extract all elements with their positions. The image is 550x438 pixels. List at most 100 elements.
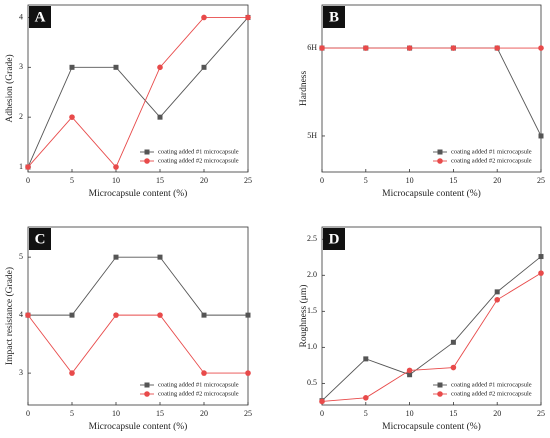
x-tick-label: 20 (493, 409, 501, 418)
x-axis-label: Microcapsule content (%) (382, 421, 481, 432)
marker (157, 312, 163, 318)
y-axis-label: Roughness (μm) (298, 285, 309, 348)
x-tick-label: 25 (537, 409, 545, 418)
x-tick-label: 25 (537, 176, 545, 185)
marker (406, 367, 413, 374)
legend-label: coating added #2 microcapsule (158, 157, 239, 164)
marker (157, 254, 163, 260)
legend-marker (144, 158, 150, 164)
marker (113, 312, 119, 318)
marker (494, 296, 501, 303)
legend-label: coating added #1 microcapsule (158, 381, 239, 388)
marker (201, 64, 207, 70)
y-axis-label: Impact resistance (Grade) (4, 267, 15, 365)
panel-label: D (329, 231, 340, 247)
series-line (27, 17, 249, 168)
marker (494, 45, 501, 51)
panel-label: C (35, 231, 46, 247)
x-tick-label: 0 (320, 409, 324, 418)
x-axis-label: Microcapsule content (%) (382, 188, 481, 199)
marker (319, 398, 325, 405)
marker (113, 164, 119, 170)
marker (494, 289, 500, 295)
marker (245, 312, 251, 318)
x-tick-label: 20 (200, 176, 208, 185)
x-tick-label: 20 (493, 176, 501, 185)
marker (69, 64, 75, 70)
x-tick-label: 10 (406, 176, 414, 185)
series-line (27, 17, 248, 168)
marker (201, 370, 207, 376)
y-tick-label: 0.5 (307, 378, 317, 387)
x-tick-label: 0 (26, 176, 30, 185)
marker (113, 254, 119, 260)
y-tick-label: 1.5 (307, 306, 317, 315)
y-tick-label: 3 (19, 62, 23, 71)
legend-label: coating added #1 microcapsule (451, 148, 532, 155)
panel-label-box (323, 228, 345, 250)
plot-frame (321, 226, 542, 406)
x-tick-label: 10 (406, 409, 414, 418)
x-axis-label: Microcapsule content (%) (89, 421, 188, 432)
marker (25, 164, 31, 170)
marker (450, 364, 457, 371)
legend-label: coating added #2 microcapsule (451, 157, 532, 164)
marker (157, 114, 163, 120)
x-axis-label: Microcapsule content (%) (89, 188, 188, 199)
marker (319, 45, 325, 51)
y-tick-label: 3 (19, 368, 23, 377)
y-tick-label: 5H (307, 131, 317, 140)
x-tick-label: 15 (156, 409, 164, 418)
legend-label: coating added #1 microcapsule (158, 148, 239, 155)
x-tick-label: 15 (449, 409, 457, 418)
plot-frame (321, 4, 542, 173)
legend-marker (144, 382, 150, 388)
y-axis-label: Adhesion (Grade) (4, 54, 15, 122)
marker (407, 372, 413, 378)
series-line (321, 256, 542, 402)
series-line (322, 47, 542, 137)
x-tick-label: 0 (320, 176, 324, 185)
x-tick-label: 15 (156, 176, 164, 185)
y-tick-label: 2.0 (307, 270, 317, 279)
marker (538, 270, 544, 276)
y-tick-label: 1 (19, 162, 23, 171)
marker (538, 45, 544, 51)
plot-frame (27, 226, 249, 406)
x-tick-label: 5 (70, 409, 74, 418)
x-tick-label: 5 (364, 409, 368, 418)
marker (363, 45, 369, 51)
panel-label: A (35, 9, 46, 25)
marker (201, 312, 207, 318)
y-tick-label: 1.0 (307, 342, 317, 351)
legend-label: coating added #1 microcapsule (451, 381, 532, 388)
legend-label: coating added #2 microcapsule (158, 390, 239, 397)
legend-marker (437, 382, 443, 388)
marker (450, 339, 456, 345)
marker (538, 254, 544, 260)
panel-label: B (329, 9, 339, 25)
marker (201, 14, 207, 21)
y-axis-label: Hardness (299, 71, 309, 107)
legend-marker (437, 391, 443, 397)
marker (406, 45, 413, 51)
legend-marker (144, 149, 150, 155)
panel-label-box (29, 228, 51, 250)
series-line (321, 272, 542, 402)
legend-label: coating added #2 microcapsule (451, 390, 532, 397)
legend-marker (144, 391, 150, 397)
y-tick-label: 2 (19, 112, 23, 121)
marker (157, 64, 163, 71)
marker (69, 312, 75, 318)
y-tick-label: 5 (19, 252, 23, 261)
y-tick-label: 4 (19, 12, 23, 21)
y-tick-label: 4 (19, 310, 23, 319)
x-tick-label: 10 (112, 409, 120, 418)
panel-label-box (323, 6, 345, 28)
x-tick-label: 5 (364, 176, 368, 185)
legend-marker (437, 149, 443, 155)
marker (363, 356, 369, 362)
plot-frame (27, 4, 249, 173)
marker (363, 394, 369, 401)
